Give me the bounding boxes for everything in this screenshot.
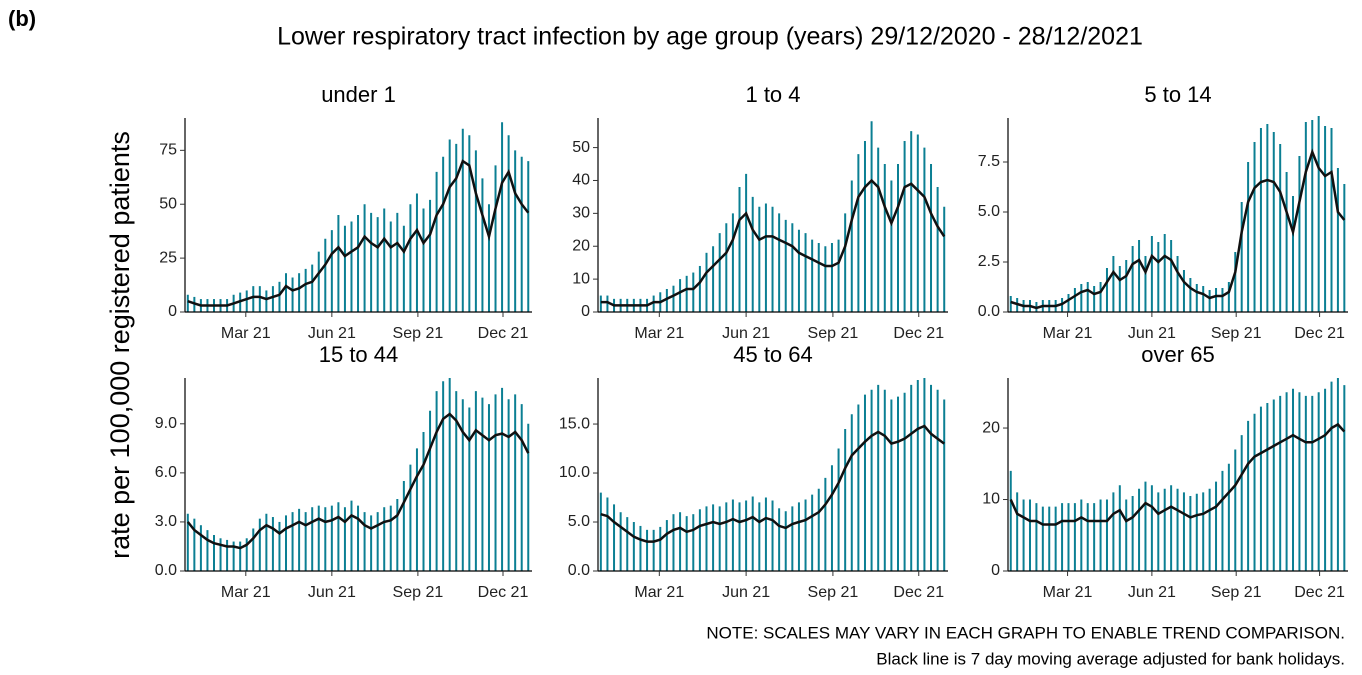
x-tick-label: Jun 21 (722, 325, 770, 342)
moving-average-line (1009, 422, 1346, 526)
y-tick-label: 0 (991, 562, 1000, 579)
x-tick-label: Sep 21 (808, 325, 859, 342)
x-tick-label: Jun 21 (722, 584, 770, 601)
x-tick-label: Jun 21 (1128, 584, 1176, 601)
panel-title: 15 to 44 (319, 342, 399, 367)
y-tick-label: 10 (982, 491, 1000, 508)
y-tick-label: 15.0 (559, 415, 590, 432)
y-axis-label: rate per 100,000 registered patients (105, 131, 135, 559)
x-tick-label: Dec 21 (478, 325, 529, 342)
panel-title: 5 to 14 (1144, 82, 1211, 107)
panel-label: (b) (8, 6, 36, 31)
panel-title: 45 to 64 (733, 342, 813, 367)
y-tick-label: 3.0 (155, 513, 177, 530)
moving-average-line (186, 412, 530, 550)
note: Black line is 7 day moving average adjus… (876, 649, 1345, 668)
y-tick-label: 50 (159, 195, 177, 212)
y-tick-label: 0.0 (155, 562, 177, 579)
y-tick-label: 30 (572, 205, 590, 222)
chart-title: Lower respiratory tract infection by age… (277, 23, 1143, 51)
x-tick-label: Dec 21 (1294, 325, 1345, 342)
x-tick-label: Jun 21 (1128, 325, 1176, 342)
note: NOTE: SCALES MAY VARY IN EACH GRAPH TO E… (706, 623, 1345, 642)
x-tick-label: Mar 21 (1043, 325, 1093, 342)
y-tick-label: 6.0 (155, 464, 177, 481)
x-tick-label: Dec 21 (893, 325, 944, 342)
x-tick-label: Jun 21 (308, 584, 356, 601)
y-tick-label: 2.5 (978, 253, 1000, 270)
x-tick-label: Mar 21 (221, 325, 271, 342)
x-tick-label: Dec 21 (1294, 584, 1345, 601)
x-tick-label: Sep 21 (1211, 325, 1262, 342)
y-tick-label: 10.0 (559, 464, 590, 481)
y-tick-label: 25 (159, 249, 177, 266)
y-tick-label: 50 (572, 139, 590, 156)
panel-title: over 65 (1141, 342, 1214, 367)
x-tick-label: Sep 21 (808, 584, 859, 601)
y-tick-label: 20 (572, 237, 590, 254)
x-tick-label: Mar 21 (634, 584, 684, 601)
x-tick-label: Sep 21 (393, 584, 444, 601)
moving-average-line (600, 178, 946, 307)
x-tick-label: Mar 21 (1043, 584, 1093, 601)
y-tick-label: 0.0 (978, 303, 1000, 320)
y-tick-label: 5.0 (568, 513, 590, 530)
x-tick-label: Sep 21 (393, 325, 444, 342)
moving-average-line (600, 424, 945, 543)
x-tick-label: Sep 21 (1211, 584, 1262, 601)
moving-average-line (1010, 148, 1346, 310)
y-tick-label: 5.0 (978, 203, 1000, 220)
x-tick-label: Dec 21 (893, 584, 944, 601)
moving-average-line (187, 159, 530, 307)
y-tick-label: 0 (581, 303, 590, 320)
y-tick-label: 20 (982, 419, 1000, 436)
y-tick-label: 9.0 (155, 415, 177, 432)
y-tick-label: 10 (572, 270, 590, 287)
y-tick-label: 40 (572, 172, 590, 189)
panel-title: under 1 (321, 82, 396, 107)
x-tick-label: Mar 21 (634, 325, 684, 342)
y-tick-label: 75 (159, 142, 177, 159)
x-tick-label: Dec 21 (478, 584, 529, 601)
x-tick-label: Mar 21 (221, 584, 271, 601)
y-tick-label: 7.5 (978, 153, 1000, 170)
panel-title: 1 to 4 (745, 82, 800, 107)
y-tick-label: 0 (168, 303, 177, 320)
y-tick-label: 0.0 (568, 562, 590, 579)
x-tick-label: Jun 21 (308, 325, 356, 342)
